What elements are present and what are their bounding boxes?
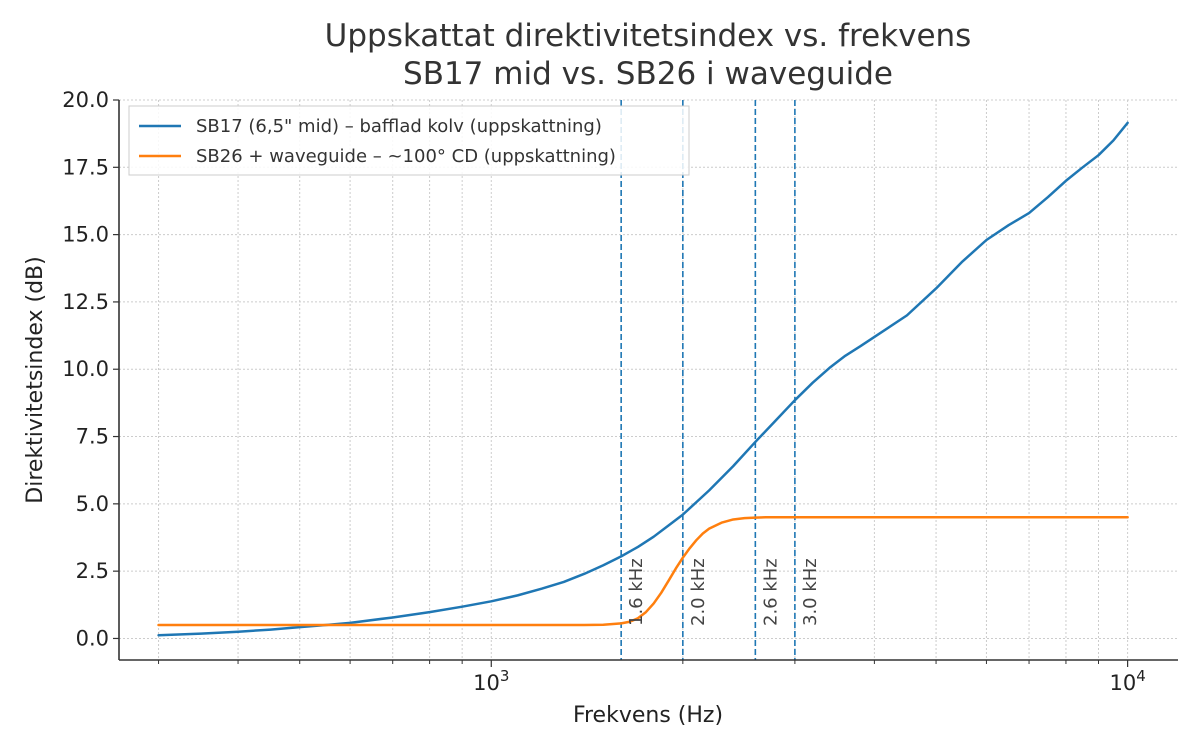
y-tick-label: 0.0 (76, 626, 109, 650)
crossover-marker-labels: 1.6 kHz 2.0 kHz 2.6 kHz 3.0 kHz (626, 558, 821, 626)
x-tick-label: 104 (1109, 667, 1145, 695)
y-tick-label: 5.0 (76, 492, 109, 516)
y-tick-label: 17.5 (62, 155, 109, 179)
crossover-label: 2.0 kHz (688, 558, 709, 626)
y-axis-label: Direktivitetsindex (dB) (23, 256, 48, 503)
y-tick-label: 20.0 (62, 88, 109, 112)
y-tick-label: 12.5 (62, 290, 109, 314)
crossover-label: 3.0 kHz (800, 558, 821, 626)
series-line-sb26 (157, 516, 1129, 627)
chart-title-line-2: SB17 mid vs. SB26 i waveguide (403, 56, 893, 92)
legend-label-sb26: SB26 + waveguide – ~100° CD (uppskattnin… (196, 146, 616, 167)
x-ticks: 103 104 (158, 660, 1146, 695)
legend: SB17 (6,5" mid) – bafflad kolv (uppskatt… (128, 105, 690, 176)
x-axis-label: Frekvens (Hz) (573, 703, 723, 728)
crossover-label: 1.6 kHz (626, 558, 647, 626)
legend-box (128, 105, 690, 176)
series-line-sb17 (157, 121, 1129, 637)
y-tick-label: 7.5 (76, 425, 109, 449)
x-tick-label: 103 (473, 667, 509, 695)
chart-title-line-1: Uppskattat direktivitetsindex vs. frekve… (325, 18, 972, 54)
y-ticks: 0.0 2.5 5.0 7.5 10.0 12.5 15.0 17.5 20.0 (62, 88, 119, 650)
crossover-marker-lines (620, 100, 796, 660)
series-lines (157, 121, 1129, 637)
y-tick-label: 2.5 (76, 559, 109, 583)
y-tick-label: 10.0 (62, 357, 109, 381)
grid (119, 99, 1178, 660)
y-tick-label: 15.0 (62, 223, 109, 247)
legend-label-sb17: SB17 (6,5" mid) – bafflad kolv (uppskatt… (196, 116, 602, 137)
crossover-label: 2.6 kHz (760, 558, 781, 626)
